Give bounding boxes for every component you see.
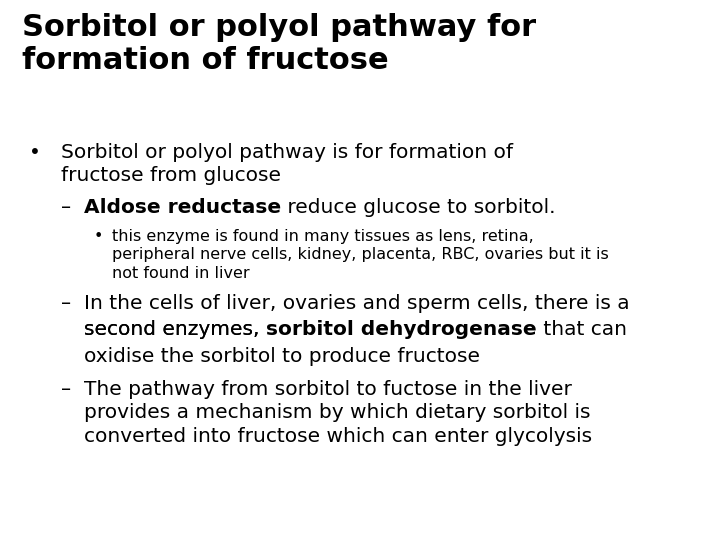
Text: second enzymes,: second enzymes, [84, 320, 266, 339]
Text: that can: that can [536, 320, 626, 339]
Text: •: • [94, 229, 103, 244]
Text: •: • [29, 143, 40, 162]
Text: –: – [61, 199, 71, 218]
Text: sorbitol dehydrogenase: sorbitol dehydrogenase [266, 320, 536, 339]
Text: –: – [61, 294, 71, 313]
Text: reduce glucose to sorbitol.: reduce glucose to sorbitol. [282, 199, 556, 218]
Text: oxidise the sorbitol to produce fructose: oxidise the sorbitol to produce fructose [84, 347, 480, 366]
Text: –: – [61, 380, 71, 399]
Text: second enzymes,: second enzymes, [84, 320, 266, 339]
Text: this enzyme is found in many tissues as lens, retina,
peripheral nerve cells, ki: this enzyme is found in many tissues as … [112, 229, 608, 281]
Text: Sorbitol or polyol pathway is for formation of
fructose from glucose: Sorbitol or polyol pathway is for format… [61, 143, 513, 185]
Text: In the cells of liver, ovaries and sperm cells, there is a: In the cells of liver, ovaries and sperm… [84, 294, 630, 313]
Text: The pathway from sorbitol to fuctose in the liver
provides a mechanism by which : The pathway from sorbitol to fuctose in … [84, 380, 593, 446]
Text: Sorbitol or polyol pathway for
formation of fructose: Sorbitol or polyol pathway for formation… [22, 14, 536, 75]
Text: Aldose reductase: Aldose reductase [84, 199, 282, 218]
